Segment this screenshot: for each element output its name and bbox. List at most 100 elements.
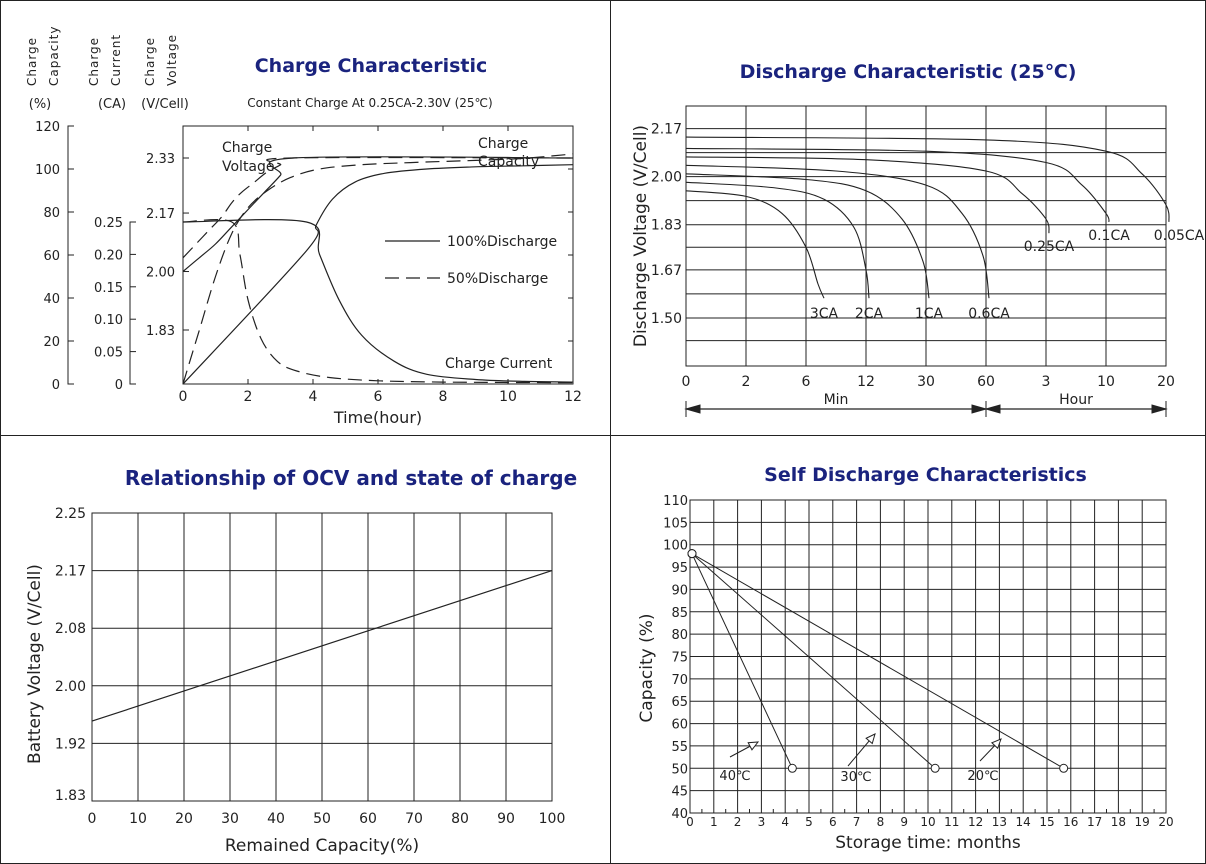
current-line-100 bbox=[182, 219, 574, 383]
capacity-line-50 bbox=[182, 153, 574, 385]
capacity-line-100 bbox=[182, 164, 574, 385]
x-tick-label: 6 bbox=[829, 815, 837, 829]
x-tick-label: 0 bbox=[682, 374, 691, 390]
y-axis-label: Discharge Voltage (V/Cell) bbox=[631, 125, 651, 347]
annotation-label: Charge bbox=[478, 136, 528, 152]
voltage-line-100 bbox=[182, 156, 574, 272]
discharge-curve-1CA bbox=[685, 173, 930, 299]
current-tick-label: 0.15 bbox=[94, 281, 123, 296]
annotation-label: Capacity bbox=[478, 154, 539, 170]
group-arrowhead bbox=[684, 404, 701, 414]
y-tick-label: 80 bbox=[671, 628, 688, 643]
chart-title: Charge Characteristic bbox=[254, 55, 488, 77]
discharge-curve-0.25CA bbox=[685, 156, 1050, 234]
panel-discharge: Discharge Characteristic (25℃) bbox=[610, 0, 1206, 437]
x-tick-label: 19 bbox=[1135, 815, 1150, 829]
x-tick-label: 15 bbox=[1039, 815, 1054, 829]
x-tick-label: 10 bbox=[499, 389, 517, 405]
x-tick-label: 100 bbox=[539, 811, 566, 827]
x-tick-label: 30 bbox=[917, 374, 935, 390]
x-tick-label: 50 bbox=[313, 811, 331, 827]
y-axis-unit: (V/Cell) bbox=[141, 97, 189, 112]
capacity-tick-label: 60 bbox=[43, 249, 60, 264]
y-tick-label: 110 bbox=[663, 494, 688, 509]
x-tick-label: 11 bbox=[944, 815, 959, 829]
x-tick-label: 12 bbox=[857, 374, 875, 390]
y-tick-label: 2.00 bbox=[651, 170, 682, 186]
series-label: 30℃ bbox=[840, 770, 871, 785]
x-tick-label: 2 bbox=[244, 389, 253, 405]
end-marker bbox=[930, 763, 940, 773]
series-label: 3CA bbox=[810, 306, 839, 322]
x-tick-label: 18 bbox=[1111, 815, 1126, 829]
x-tick-label: 4 bbox=[781, 815, 789, 829]
voltage-line-50 bbox=[182, 156, 574, 259]
current-tick-label: 0.25 bbox=[94, 216, 123, 231]
current-tick-label: 0.10 bbox=[94, 313, 123, 328]
chart-title: Self Discharge Characteristics bbox=[764, 464, 1087, 486]
chart-title: Relationship of OCV and state of charge bbox=[124, 466, 578, 490]
y-axis-label: Charge bbox=[25, 37, 39, 86]
y-axis-label: Capacity (%) bbox=[637, 613, 657, 722]
y-tick-label: 2.00 bbox=[55, 679, 86, 695]
x-tick-label: 10 bbox=[1097, 374, 1115, 390]
series-label: 0.25CA bbox=[1024, 239, 1075, 255]
y-tick-label: 85 bbox=[671, 606, 688, 621]
end-marker bbox=[1059, 763, 1069, 773]
y-axis-label: Current bbox=[109, 34, 123, 86]
voltage-tick-label: 2.17 bbox=[146, 207, 175, 222]
x-tick-label: 60 bbox=[359, 811, 377, 827]
y-tick-label: 105 bbox=[663, 516, 688, 531]
y-axis-label: Capacity bbox=[47, 26, 61, 86]
y-axis-unit: (CA) bbox=[98, 97, 126, 112]
y-tick-label: 45 bbox=[671, 785, 688, 800]
x-tick-label: 2 bbox=[734, 815, 742, 829]
x-tick-label: 12 bbox=[564, 389, 582, 405]
group-label-min: Min bbox=[824, 392, 849, 408]
x-tick-label: 6 bbox=[802, 374, 811, 390]
x-tick-label: 0 bbox=[88, 811, 97, 827]
y-tick-label: 2.17 bbox=[651, 122, 682, 138]
chart-title: Discharge Characteristic (25℃) bbox=[739, 61, 1077, 83]
series-label: 2CA bbox=[855, 306, 884, 322]
annotation-label: Charge Current bbox=[445, 356, 553, 372]
annotation-arrowhead bbox=[747, 741, 760, 751]
x-tick-label: 20 bbox=[1158, 815, 1173, 829]
x-tick-label: 14 bbox=[1016, 815, 1031, 829]
y-tick-label: 75 bbox=[671, 651, 688, 666]
group-arrowhead bbox=[1151, 404, 1168, 414]
y-tick-label: 55 bbox=[671, 740, 688, 755]
x-tick-label: 80 bbox=[451, 811, 469, 827]
x-tick-label: 0 bbox=[179, 389, 188, 405]
series-label: 20℃ bbox=[967, 769, 998, 784]
x-tick-label: 1 bbox=[710, 815, 718, 829]
x-tick-label: 4 bbox=[309, 389, 318, 405]
capacity-tick-label: 80 bbox=[43, 206, 60, 221]
x-tick-label: 20 bbox=[175, 811, 193, 827]
x-tick-label: 16 bbox=[1063, 815, 1078, 829]
x-tick-label: 6 bbox=[374, 389, 383, 405]
y-tick-label: 1.50 bbox=[651, 311, 682, 327]
capacity-tick-label: 100 bbox=[35, 163, 60, 178]
voltage-tick-label: 2.33 bbox=[146, 152, 175, 167]
end-marker bbox=[787, 763, 797, 773]
capacity-tick-label: 20 bbox=[43, 335, 60, 350]
chart-subtitle: Constant Charge At 0.25CA-2.30V (25℃) bbox=[247, 96, 492, 110]
discharge-curve-0.6CA bbox=[685, 164, 990, 299]
group-arrowhead bbox=[984, 404, 1001, 414]
series-label: 0.1CA bbox=[1088, 228, 1130, 244]
x-tick-label: 10 bbox=[920, 815, 935, 829]
current-tick-label: 0 bbox=[115, 378, 123, 393]
y-axis-unit: (%) bbox=[29, 97, 52, 112]
current-line-50 bbox=[182, 219, 574, 384]
self-discharge-line-40℃ bbox=[691, 553, 793, 769]
current-tick-label: 0.20 bbox=[94, 248, 123, 263]
self-discharge-line-30℃ bbox=[691, 553, 936, 769]
x-tick-label: 70 bbox=[405, 811, 423, 827]
x-tick-label: 5 bbox=[805, 815, 813, 829]
start-marker bbox=[687, 549, 697, 559]
x-tick-label: 2 bbox=[742, 374, 751, 390]
y-axis-label: Voltage bbox=[165, 34, 179, 86]
x-tick-label: 10 bbox=[129, 811, 147, 827]
